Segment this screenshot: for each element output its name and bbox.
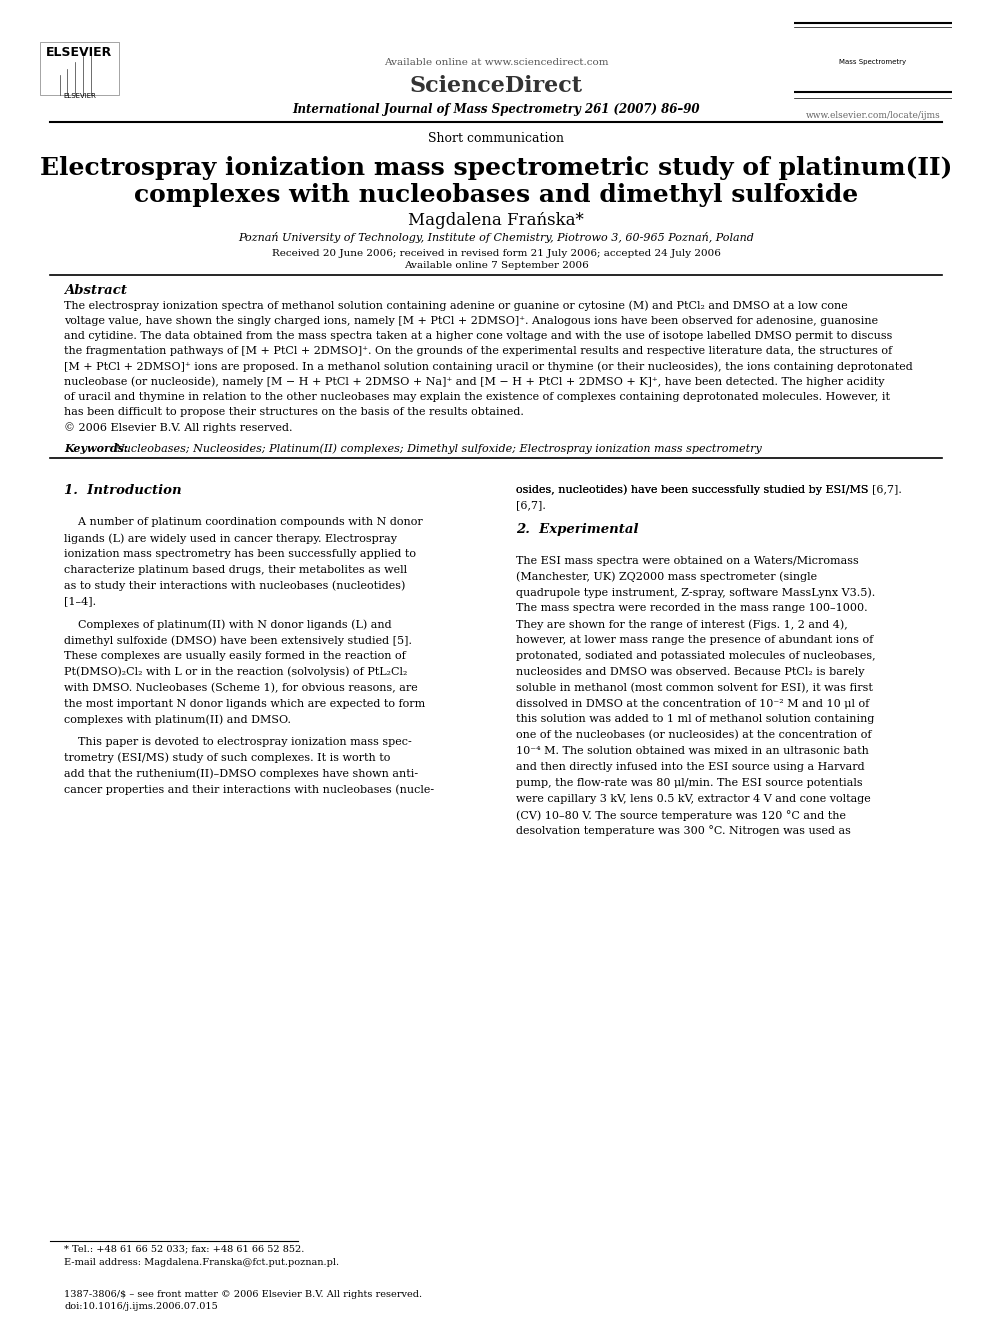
- Text: Pt(DMSO)₂Cl₂ with L or in the reaction (solvolysis) of PtL₂Cl₂: Pt(DMSO)₂Cl₂ with L or in the reaction (…: [64, 667, 408, 677]
- Text: complexes with platinum(II) and DMSO.: complexes with platinum(II) and DMSO.: [64, 714, 292, 725]
- Text: dissolved in DMSO at the concentration of 10⁻² M and 10 μl of: dissolved in DMSO at the concentration o…: [516, 699, 869, 709]
- Text: pump, the flow-rate was 80 μl/min. The ESI source potentials: pump, the flow-rate was 80 μl/min. The E…: [516, 778, 862, 789]
- Text: voltage value, have shown the singly charged ions, namely [M + PtCl + 2DMSO]⁺. A: voltage value, have shown the singly cha…: [64, 315, 879, 325]
- Text: Keywords:: Keywords:: [64, 443, 129, 454]
- Text: 2.  Experimental: 2. Experimental: [516, 523, 638, 536]
- Text: (CV) 10–80 V. The source temperature was 120 °C and the: (CV) 10–80 V. The source temperature was…: [516, 810, 846, 820]
- Text: complexes with nucleobases and dimethyl sulfoxide: complexes with nucleobases and dimethyl …: [134, 183, 858, 206]
- Text: desolvation temperature was 300 °C. Nitrogen was used as: desolvation temperature was 300 °C. Nitr…: [516, 826, 851, 836]
- Text: with DMSO. Nucleobases (Scheme 1), for obvious reasons, are: with DMSO. Nucleobases (Scheme 1), for o…: [64, 683, 419, 693]
- Text: quadrupole type instrument, Z-spray, software MassLynx V3.5).: quadrupole type instrument, Z-spray, sof…: [516, 587, 875, 598]
- Text: and then directly infused into the ESI source using a Harvard: and then directly infused into the ESI s…: [516, 762, 864, 773]
- Text: Abstract: Abstract: [64, 284, 128, 298]
- Text: * Tel.: +48 61 66 52 033; fax: +48 61 66 52 852.: * Tel.: +48 61 66 52 033; fax: +48 61 66…: [64, 1245, 305, 1254]
- Text: dimethyl sulfoxide (DMSO) have been extensively studied [5].: dimethyl sulfoxide (DMSO) have been exte…: [64, 635, 413, 646]
- Text: A number of platinum coordination compounds with N donor: A number of platinum coordination compou…: [64, 517, 424, 528]
- Text: The mass spectra were recorded in the mass range 100–1000.: The mass spectra were recorded in the ma…: [516, 603, 867, 614]
- Text: soluble in methanol (most common solvent for ESI), it was first: soluble in methanol (most common solvent…: [516, 683, 873, 693]
- Text: Received 20 June 2006; received in revised form 21 July 2006; accepted 24 July 2: Received 20 June 2006; received in revis…: [272, 249, 720, 258]
- Text: Nucleobases; Nucleosides; Platinum(II) complexes; Dimethyl sulfoxide; Electrospr: Nucleobases; Nucleosides; Platinum(II) c…: [114, 443, 762, 454]
- Text: ELSEVIER: ELSEVIER: [47, 46, 112, 60]
- Text: Mass Spectrometry: Mass Spectrometry: [839, 58, 907, 65]
- Text: this solution was added to 1 ml of methanol solution containing: this solution was added to 1 ml of metha…: [516, 714, 874, 725]
- Text: doi:10.1016/j.ijms.2006.07.015: doi:10.1016/j.ijms.2006.07.015: [64, 1302, 218, 1311]
- Text: 1.  Introduction: 1. Introduction: [64, 484, 183, 497]
- Text: International Journal of Mass Spectrometry 261 (2007) 86–90: International Journal of Mass Spectromet…: [293, 103, 699, 116]
- Text: nucleosides and DMSO was observed. Because PtCl₂ is barely: nucleosides and DMSO was observed. Becau…: [516, 667, 864, 677]
- Text: The electrospray ionization spectra of methanol solution containing adenine or g: The electrospray ionization spectra of m…: [64, 300, 848, 311]
- Text: the fragmentation pathways of [M + PtCl + 2DMSO]⁺. On the grounds of the experim: the fragmentation pathways of [M + PtCl …: [64, 345, 893, 356]
- Text: nucleobase (or nucleoside), namely [M − H + PtCl + 2DMSO + Na]⁺ and [M − H + PtC: nucleobase (or nucleoside), namely [M − …: [64, 376, 885, 386]
- Text: as to study their interactions with nucleobases (nucleotides): as to study their interactions with nucl…: [64, 581, 406, 591]
- Text: www.elsevier.com/locate/ijms: www.elsevier.com/locate/ijms: [806, 111, 940, 120]
- Text: 10⁻⁴ M. The solution obtained was mixed in an ultrasonic bath: 10⁻⁴ M. The solution obtained was mixed …: [516, 746, 869, 757]
- Text: [1–4].: [1–4].: [64, 597, 96, 607]
- Text: osides, nucleotides) have been successfully studied by ESI/MS [6,7].: osides, nucleotides) have been successfu…: [516, 484, 902, 495]
- Text: ligands (L) are widely used in cancer therapy. Electrospray: ligands (L) are widely used in cancer th…: [64, 533, 398, 544]
- Text: Available online at www.sciencedirect.com: Available online at www.sciencedirect.co…: [384, 58, 608, 67]
- Text: The ESI mass spectra were obtained on a Waters/Micromass: The ESI mass spectra were obtained on a …: [516, 556, 859, 566]
- Text: add that the ruthenium(II)–DMSO complexes have shown anti-: add that the ruthenium(II)–DMSO complexe…: [64, 769, 419, 779]
- Text: were capillary 3 kV, lens 0.5 kV, extractor 4 V and cone voltage: were capillary 3 kV, lens 0.5 kV, extrac…: [516, 794, 871, 804]
- Text: Poznań University of Technology, Institute of Chemistry, Piotrowo 3, 60-965 Pozn: Poznań University of Technology, Institu…: [238, 232, 754, 242]
- Text: one of the nucleobases (or nucleosides) at the concentration of: one of the nucleobases (or nucleosides) …: [516, 730, 871, 741]
- Text: the most important N donor ligands which are expected to form: the most important N donor ligands which…: [64, 699, 426, 709]
- Text: E-mail address: Magdalena.Franska@fct.put.poznan.pl.: E-mail address: Magdalena.Franska@fct.pu…: [64, 1258, 339, 1267]
- Text: 1387-3806/$ – see front matter © 2006 Elsevier B.V. All rights reserved.: 1387-3806/$ – see front matter © 2006 El…: [64, 1290, 423, 1299]
- Text: (Manchester, UK) ZQ2000 mass spectrometer (single: (Manchester, UK) ZQ2000 mass spectromete…: [516, 572, 817, 582]
- Text: osides, nucleotides) have been successfully studied by ESI/MS: osides, nucleotides) have been successfu…: [516, 484, 868, 495]
- Text: trometry (ESI/MS) study of such complexes. It is worth to: trometry (ESI/MS) study of such complexe…: [64, 753, 391, 763]
- Text: These complexes are usually easily formed in the reaction of: These complexes are usually easily forme…: [64, 651, 407, 662]
- Text: characterize platinum based drugs, their metabolites as well: characterize platinum based drugs, their…: [64, 565, 408, 576]
- Text: has been difficult to propose their structures on the basis of the results obtai: has been difficult to propose their stru…: [64, 406, 525, 417]
- Text: Magdalena Frańska*: Magdalena Frańska*: [408, 212, 584, 229]
- Text: [M + PtCl + 2DMSO]⁺ ions are proposed. In a methanol solution containing uracil : [M + PtCl + 2DMSO]⁺ ions are proposed. I…: [64, 361, 914, 372]
- Text: ELSEVIER: ELSEVIER: [62, 93, 96, 98]
- Text: however, at lower mass range the presence of abundant ions of: however, at lower mass range the presenc…: [516, 635, 873, 646]
- Text: of uracil and thymine in relation to the other nucleobases may explain the exist: of uracil and thymine in relation to the…: [64, 392, 891, 402]
- Text: Complexes of platinum(II) with N donor ligands (L) and: Complexes of platinum(II) with N donor l…: [64, 619, 392, 630]
- Text: protonated, sodiated and potassiated molecules of nucleobases,: protonated, sodiated and potassiated mol…: [516, 651, 876, 662]
- Text: Short communication: Short communication: [428, 132, 564, 146]
- Text: Available online 7 September 2006: Available online 7 September 2006: [404, 261, 588, 270]
- Text: They are shown for the range of interest (Figs. 1, 2 and 4),: They are shown for the range of interest…: [516, 619, 847, 630]
- Text: © 2006 Elsevier B.V. All rights reserved.: © 2006 Elsevier B.V. All rights reserved…: [64, 422, 293, 433]
- Text: This paper is devoted to electrospray ionization mass spec-: This paper is devoted to electrospray io…: [64, 737, 413, 747]
- Text: ScienceDirect: ScienceDirect: [410, 75, 582, 98]
- Text: [6,7].: [6,7].: [516, 500, 546, 511]
- Text: and cytidine. The data obtained from the mass spectra taken at a higher cone vol: and cytidine. The data obtained from the…: [64, 331, 893, 341]
- Text: ionization mass spectrometry has been successfully applied to: ionization mass spectrometry has been su…: [64, 549, 417, 560]
- Text: cancer properties and their interactions with nucleobases (nucle-: cancer properties and their interactions…: [64, 785, 434, 795]
- Text: Electrospray ionization mass spectrometric study of platinum(II): Electrospray ionization mass spectrometr…: [40, 156, 952, 180]
